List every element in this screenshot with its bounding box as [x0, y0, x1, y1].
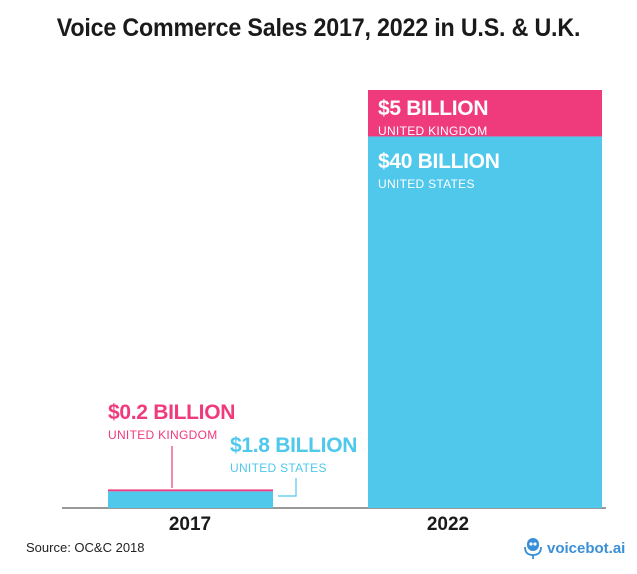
data-label-2022-us-value: $40 BILLION	[378, 150, 500, 173]
category-label-2022: 2022	[426, 514, 470, 535]
logo-text: voicebot.ai	[547, 539, 626, 557]
bar-2022-us	[368, 136, 602, 508]
leader-line-2017-us	[278, 478, 297, 497]
data-label-2017-us-name: UNITED STATES	[230, 461, 327, 475]
bar-2017-uk	[108, 489, 273, 492]
category-label-2017: 2017	[168, 514, 212, 535]
data-label-2017-us-value: $1.8 BILLION	[230, 434, 358, 457]
data-label-2022-uk-value: $5 BILLION	[378, 97, 489, 120]
data-label-2017-uk-value: $0.2 BILLION	[108, 401, 236, 424]
data-label-2017-uk-name: UNITED KINGDOM	[108, 428, 218, 442]
bar-2017-us	[108, 491, 273, 508]
voicebot-logo[interactable]: voicebot.ai	[524, 536, 625, 560]
microphone-robot-icon	[524, 538, 542, 559]
source-note: Source: OC&C 2018	[26, 540, 145, 555]
data-label-2022-uk-name: UNITED KINGDOM	[378, 124, 488, 138]
chart-title: Voice Commerce Sales 2017, 2022 in U.S. …	[56, 14, 581, 42]
bar-2022-uk	[368, 90, 602, 137]
data-label-2022-us-name: UNITED STATES	[378, 177, 475, 191]
